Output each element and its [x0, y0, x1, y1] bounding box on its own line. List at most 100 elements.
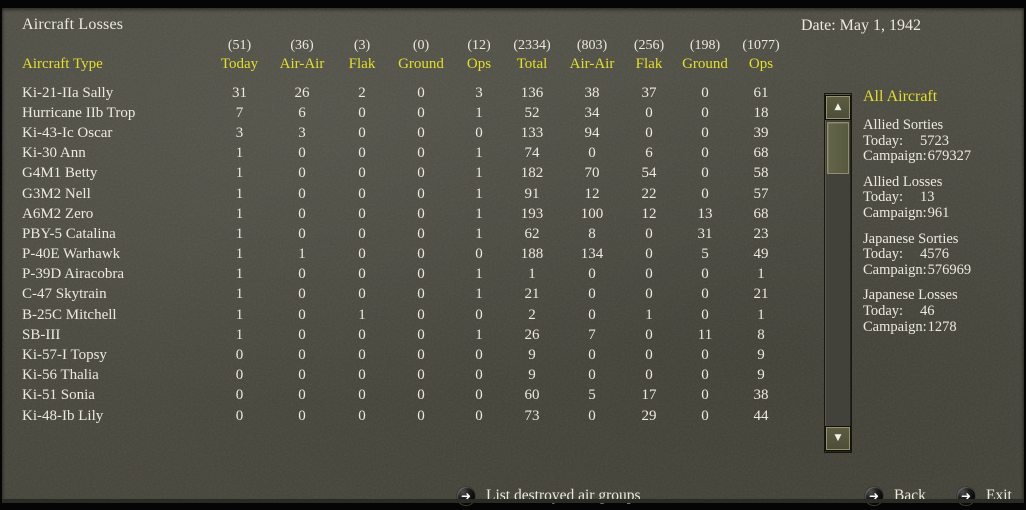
value-cell: 0 [358, 326, 366, 343]
scrollbar-down-button[interactable]: ▼ [825, 426, 851, 451]
value-cell: 0 [298, 145, 306, 162]
value-cell: 136 [520, 84, 544, 101]
scrollbar[interactable]: ▲ ▼ [824, 93, 852, 453]
column-header-flak: Flak [348, 56, 376, 72]
value-cell: 0 [645, 266, 653, 283]
value-cell: 34 [584, 104, 600, 121]
value-cell: 1 [475, 145, 483, 162]
column-count: (12) [467, 38, 491, 53]
aircraft-type-cell: A6M2 Zero [22, 205, 94, 222]
table-row: G3M2 Nell 1 0 0 0 1 91 12 22 0 57 [22, 184, 787, 204]
value-cell: 0 [358, 286, 366, 303]
value-cell: 0 [645, 246, 653, 263]
value-cell: 58 [753, 165, 769, 182]
value-cell: 0 [645, 124, 653, 141]
value-cell: 0 [417, 145, 425, 162]
value-cell: 94 [584, 124, 600, 141]
value-cell: 1 [235, 306, 244, 323]
aircraft-losses-table: (51) (36) (3) (0) (12) (2334) (803) (256) (198) (… [22, 34, 787, 426]
value-cell: 2 [358, 84, 366, 101]
value-cell: 0 [701, 387, 709, 404]
value-cell: 0 [417, 225, 425, 242]
value-cell: 133 [520, 124, 544, 141]
value-cell: 0 [298, 266, 306, 283]
value-cell: 1 [235, 145, 244, 162]
aircraft-type-cell: G4M1 Betty [22, 165, 98, 182]
value-cell: 9 [528, 367, 536, 384]
value-cell: 1 [235, 185, 244, 202]
value-cell: 1 [235, 326, 244, 343]
value-cell: 11 [697, 326, 713, 343]
aircraft-type-cell: PBY-5 Catalina [22, 225, 116, 242]
value-cell: 0 [417, 347, 425, 364]
value-cell: 0 [235, 407, 244, 424]
column-header-today: Today [220, 56, 259, 72]
column-count: (1077) [742, 38, 780, 53]
stat-block: Allied Losses Today: 13 Campaign:961 [863, 174, 1025, 222]
value-cell: 0 [358, 205, 366, 222]
value-cell: 1 [235, 286, 244, 303]
value-cell: 0 [235, 367, 244, 384]
value-cell: 0 [701, 367, 709, 384]
value-cell: 61 [753, 84, 769, 101]
value-cell: 0 [645, 326, 653, 343]
value-cell: 9 [757, 347, 765, 364]
value-cell: 0 [645, 225, 653, 242]
column-count: (198) [689, 38, 721, 53]
value-cell: 0 [358, 145, 366, 162]
table-body: Ki-21-IIa Sally 31 26 2 0 3 136 38 37 0 61 Hurrican… [22, 83, 787, 426]
value-cell: 0 [298, 165, 306, 182]
value-cell: 1 [235, 165, 244, 182]
value-cell: 0 [475, 367, 483, 384]
value-cell: 0 [298, 286, 306, 303]
value-cell: 0 [588, 286, 596, 303]
value-cell: 70 [584, 165, 600, 182]
aircraft-type-cell: Ki-21-IIa Sally [22, 84, 114, 101]
all-aircraft-heading: All Aircraft [863, 88, 938, 105]
value-cell: 1 [475, 185, 483, 202]
value-cell: 12 [584, 185, 600, 202]
value-cell: 0 [358, 246, 366, 263]
value-cell: 21 [524, 286, 540, 303]
value-cell: 0 [358, 387, 366, 404]
sidebar-stats: Allied Sorties Today: 5723 Campaign:679327 A… [863, 117, 1025, 345]
scrollbar-thumb[interactable] [827, 122, 849, 174]
value-cell: 74 [524, 145, 540, 162]
value-cell: 0 [298, 387, 306, 404]
aircraft-type-cell: P-40E Warhawk [22, 246, 121, 263]
column-header-total: Total [516, 56, 548, 72]
table-row: C-47 Skytrain 1 0 0 0 1 21 0 0 0 21 [22, 285, 787, 305]
column-count: (36) [290, 38, 314, 53]
main-panel: Aircraft Losses Date: May 1, 1942 (51) (3… [2, 8, 1025, 505]
scrollbar-up-button[interactable]: ▲ [825, 95, 851, 120]
value-cell: 29 [641, 407, 657, 424]
aircraft-type-cell: Hurricane IIb Trop [22, 104, 136, 121]
aircraft-type-cell: C-47 Skytrain [22, 286, 107, 303]
value-cell: 31 [697, 225, 713, 242]
table-row: G4M1 Betty 1 0 0 0 1 182 70 54 0 58 [22, 164, 787, 184]
value-cell: 9 [757, 367, 765, 384]
value-cell: 0 [417, 286, 425, 303]
value-cell: 23 [753, 225, 769, 242]
value-cell: 1 [475, 326, 483, 343]
stat-title: Japanese Losses [863, 287, 958, 304]
stat-today-line: Today: 5723 [863, 132, 949, 149]
value-cell: 1 [235, 205, 244, 222]
value-cell: 1 [475, 266, 483, 283]
column-count: (256) [633, 38, 665, 53]
value-cell: 0 [358, 266, 366, 283]
value-cell: 0 [701, 124, 709, 141]
value-cell: 0 [417, 84, 425, 101]
value-cell: 0 [298, 367, 306, 384]
value-cell: 1 [475, 165, 483, 182]
table-row: B-25C Mitchell 1 0 1 0 0 2 0 1 0 1 [22, 305, 787, 325]
value-cell: 52 [524, 104, 540, 121]
value-cell: 44 [753, 407, 769, 424]
aircraft-type-cell: B-25C Mitchell [22, 306, 117, 323]
value-cell: 0 [645, 286, 653, 303]
value-cell: 0 [358, 347, 366, 364]
stat-today-line: Today: 4576 [863, 246, 949, 263]
value-cell: 13 [697, 205, 713, 222]
value-cell: 0 [701, 266, 709, 283]
